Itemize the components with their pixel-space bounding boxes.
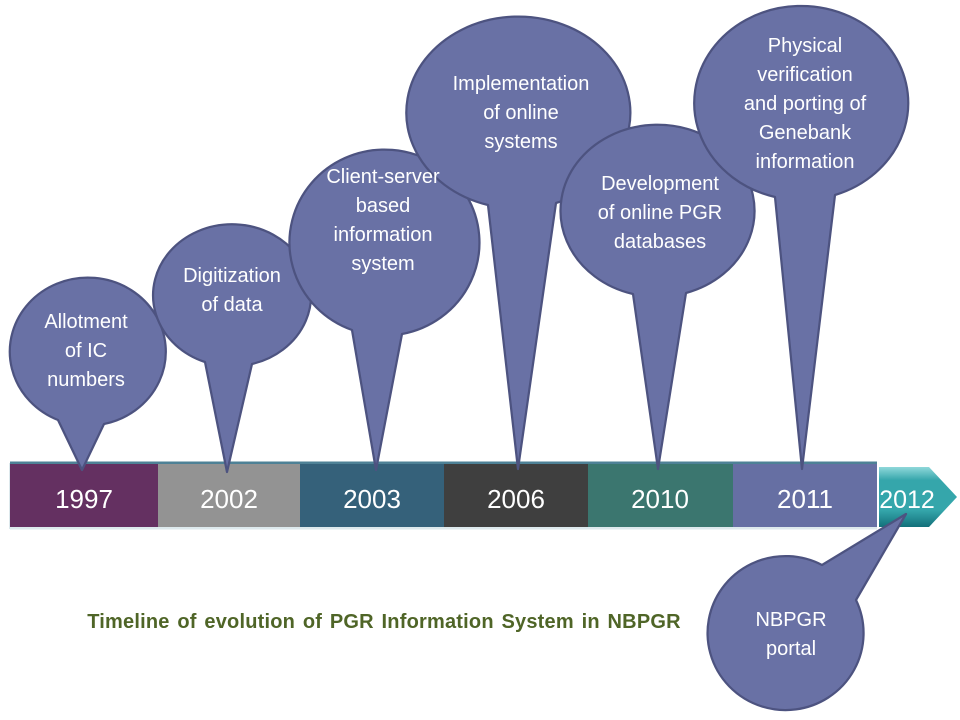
callout-digitization-of-data-shape — [151, 223, 313, 474]
timeline-segment-2010 — [588, 463, 733, 529]
timeline-segment-2003 — [300, 463, 444, 529]
timeline-segment-1997 — [10, 463, 158, 529]
bar-top-accent-line — [10, 461, 877, 464]
callout-nbpgr-portal-shape — [706, 512, 908, 712]
callout-development-pgr-databases-shape — [559, 123, 756, 471]
slide-caption: Timeline of evolution of PGR Information… — [87, 611, 681, 633]
timeline-bar — [9, 461, 957, 530]
timeline-segment-2006 — [444, 463, 588, 529]
timeline-segment-2011 — [733, 463, 877, 529]
bar-bottom-accent-line — [10, 527, 877, 530]
callout-physical-verification-shape — [693, 4, 910, 471]
callout-allotment-of-ic-numbers-shape — [8, 276, 167, 472]
timeline-segment-2002 — [158, 463, 300, 529]
callout-client-server-system-shape — [288, 148, 481, 472]
timeline-arrow-2012 — [879, 467, 957, 527]
